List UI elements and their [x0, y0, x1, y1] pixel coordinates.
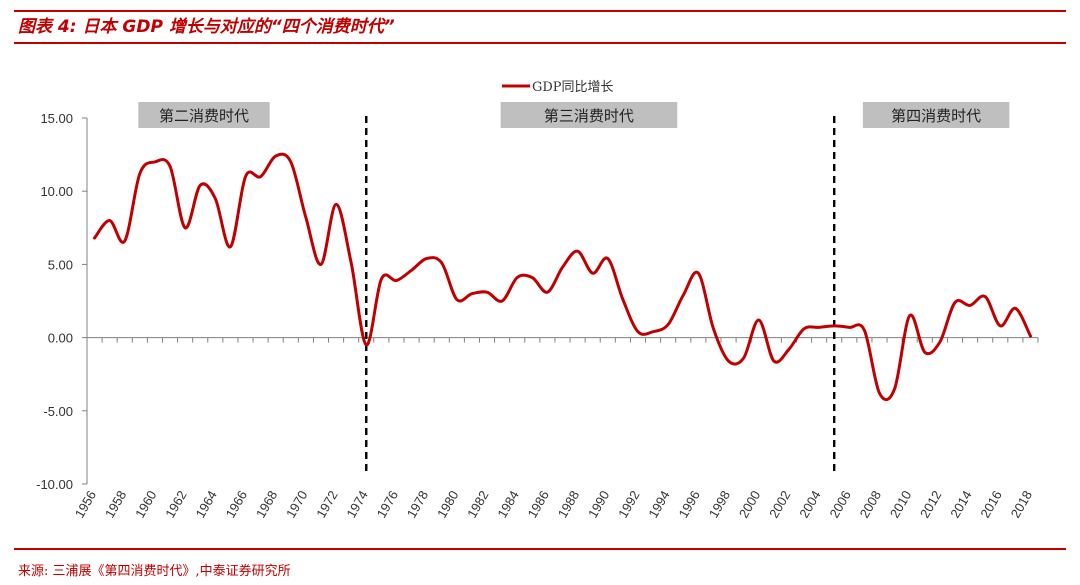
- x-tick-label: 2014: [947, 488, 974, 521]
- x-tick-label: 1966: [223, 488, 250, 521]
- era-label: 第三消费时代: [544, 107, 634, 125]
- era-label-box: [500, 102, 678, 128]
- era-label: 第二消费时代: [159, 107, 249, 125]
- x-tick-label: 2000: [736, 488, 763, 521]
- title-rule-bottom: [14, 42, 1066, 44]
- x-tick-label: 1980: [434, 488, 461, 521]
- era-label: 第四消费时代: [891, 107, 981, 125]
- x-tick-label: 1998: [706, 488, 733, 521]
- x-tick-label: 1984: [494, 488, 521, 521]
- x-tick-label: 1964: [192, 488, 219, 521]
- era-label-box: [862, 102, 1010, 128]
- x-tick-label: 1972: [313, 488, 340, 521]
- x-tick-label: 1994: [645, 488, 672, 521]
- y-tick-label: -5.00: [43, 404, 73, 419]
- x-tick-label: 1992: [615, 488, 642, 521]
- x-tick-label: 1968: [253, 488, 280, 521]
- x-tick-label: 2010: [887, 488, 914, 521]
- x-tick-label: 1970: [283, 488, 310, 521]
- era-label-box: [138, 102, 270, 128]
- x-tick-label: 1974: [343, 488, 370, 521]
- legend-label: GDP同比增长: [532, 80, 614, 95]
- y-tick-label: 5.00: [48, 257, 73, 272]
- y-tick-label: 15.00: [40, 111, 73, 126]
- x-tick-label: 1978: [404, 488, 431, 521]
- x-tick-label: 2006: [826, 488, 853, 521]
- x-tick-label: 1962: [162, 488, 189, 521]
- y-tick-label: 10.00: [40, 184, 73, 199]
- x-tick-label: 1958: [102, 488, 129, 521]
- x-tick-label: 2018: [1008, 488, 1035, 521]
- x-tick-label: 2008: [857, 488, 884, 521]
- x-tick-label: 1956: [72, 488, 99, 521]
- figure-title: 图表 4: 日本 GDP 增长与对应的“四个消费时代”: [18, 17, 395, 37]
- title-rule-top: [14, 10, 1066, 12]
- x-tick-label: 1976: [374, 488, 401, 521]
- x-tick-label: 1988: [555, 488, 582, 521]
- x-tick-label: 1986: [525, 488, 552, 521]
- x-tick-label: 1960: [132, 488, 159, 521]
- source-rule: [14, 548, 1066, 550]
- x-tick-label: 1982: [464, 488, 491, 521]
- series-line-gdp: [93, 152, 1032, 402]
- y-tick-label: -10.00: [36, 477, 73, 492]
- y-tick-label: 0.00: [48, 331, 73, 346]
- source-note: 来源: 三浦展《第四消费时代》,中泰证券研究所: [18, 564, 291, 579]
- x-tick-label: 2016: [977, 488, 1004, 521]
- x-tick-label: 2004: [796, 488, 823, 521]
- x-tick-label: 1990: [585, 488, 612, 521]
- x-tick-label: 2002: [766, 488, 793, 521]
- x-tick-label: 1996: [676, 488, 703, 521]
- x-tick-label: 2012: [917, 488, 944, 521]
